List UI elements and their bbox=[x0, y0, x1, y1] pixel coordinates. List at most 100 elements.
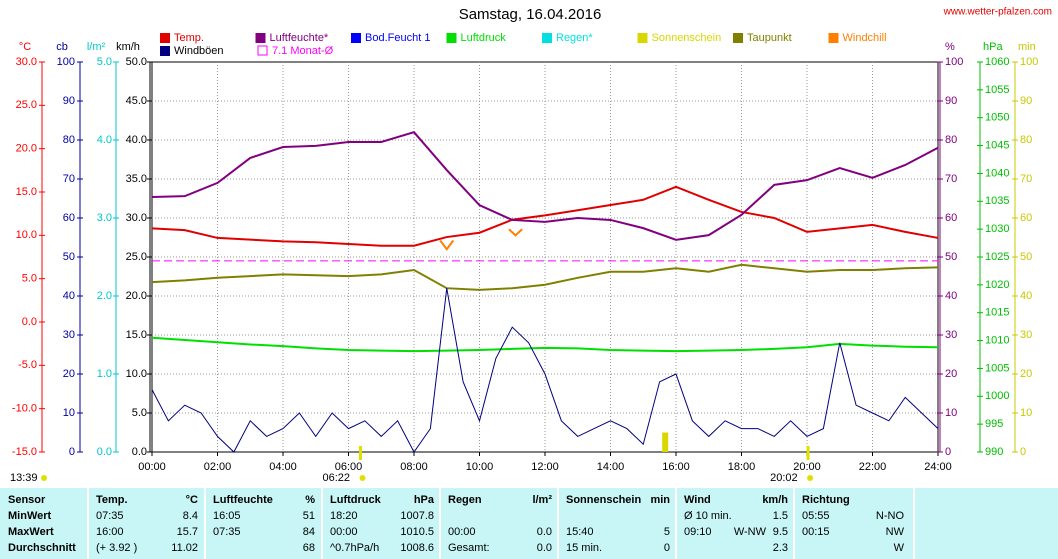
y-tick-label: 1055 bbox=[985, 84, 1009, 96]
chart-title: Samstag, 16.04.2016 bbox=[459, 6, 602, 23]
y-tick-label: -5.0 bbox=[18, 359, 37, 371]
y-tick-label: 1010 bbox=[985, 334, 1009, 346]
y-tick-label: 1.0 bbox=[97, 368, 112, 380]
table-cell: N-NO bbox=[876, 510, 905, 522]
sun-time: 06:22 bbox=[323, 472, 351, 484]
table-header: Luftdruck bbox=[330, 494, 382, 506]
y-tick-label: 20.0 bbox=[126, 290, 147, 302]
legend-label: Windchill bbox=[843, 32, 887, 44]
y-tick-label: 30 bbox=[1020, 329, 1032, 341]
table-cell: 05:55 bbox=[802, 510, 830, 522]
y-tick-label: 20.0 bbox=[16, 143, 37, 155]
table-unit: hPa bbox=[414, 494, 435, 506]
table-cell: 0.0 bbox=[537, 526, 552, 538]
row-label: MinWert bbox=[8, 510, 52, 522]
y-tick-label: 1030 bbox=[985, 223, 1009, 235]
table-cell: W-NW bbox=[734, 526, 767, 538]
y-tick-label: 50.0 bbox=[126, 56, 147, 68]
x-tick-label: 04:00 bbox=[269, 461, 297, 473]
y-tick-label: 60 bbox=[1020, 212, 1032, 224]
y-tick-label: -10.0 bbox=[12, 403, 37, 415]
y-tick-label: 50 bbox=[1020, 251, 1032, 263]
table-cell: 15 min. bbox=[566, 542, 602, 554]
y-tick-label: -15.0 bbox=[12, 446, 37, 458]
y-axis-title: km/h bbox=[116, 41, 140, 53]
y-tick-label: 15.0 bbox=[126, 329, 147, 341]
y-tick-label: 10 bbox=[63, 407, 75, 419]
legend-swatch bbox=[160, 33, 170, 43]
table-cell: 16:00 bbox=[96, 526, 124, 538]
legend-swatch bbox=[160, 46, 170, 56]
table-bg bbox=[0, 488, 1058, 559]
row-label: MaxWert bbox=[8, 526, 54, 538]
table-cell: 51 bbox=[303, 510, 315, 522]
x-tick-label: 22:00 bbox=[859, 461, 887, 473]
y-tick-label: 40 bbox=[945, 290, 957, 302]
y-tick-label: 50 bbox=[945, 251, 957, 263]
legend-label: Regen* bbox=[556, 32, 593, 44]
y-tick-label: 30.0 bbox=[126, 212, 147, 224]
y-tick-label: 100 bbox=[945, 56, 963, 68]
x-tick-label: 00:00 bbox=[138, 461, 166, 473]
table-cell: 15.7 bbox=[177, 526, 198, 538]
legend-swatch bbox=[637, 33, 648, 43]
legend-swatch bbox=[828, 33, 839, 43]
y-tick-label: 70 bbox=[63, 173, 75, 185]
y-tick-label: 1025 bbox=[985, 251, 1009, 263]
x-tick-label: 14:00 bbox=[597, 461, 625, 473]
table-cell: 0 bbox=[664, 542, 670, 554]
table-unit: % bbox=[305, 494, 315, 506]
y-tick-label: 10 bbox=[1020, 407, 1032, 419]
table-cell: Gesamt: bbox=[448, 542, 490, 554]
y-tick-label: 1000 bbox=[985, 390, 1009, 402]
y-tick-label: 15.0 bbox=[16, 186, 37, 198]
legend-swatch bbox=[446, 33, 457, 43]
y-tick-label: 60 bbox=[63, 212, 75, 224]
y-tick-label: 5.0 bbox=[132, 407, 147, 419]
table-header: Sonnenschein bbox=[566, 494, 641, 506]
sun-dot bbox=[359, 475, 366, 481]
y-tick-label: 1035 bbox=[985, 195, 1009, 207]
table-cell: NW bbox=[886, 526, 905, 538]
table-cell: 1010.5 bbox=[400, 526, 434, 538]
y-tick-label: 3.0 bbox=[97, 212, 112, 224]
y-tick-label: 1050 bbox=[985, 112, 1009, 124]
y-tick-label: 70 bbox=[945, 173, 957, 185]
table-cell: 68 bbox=[303, 542, 315, 554]
table-cell: W bbox=[894, 542, 905, 554]
table-header: Temp. bbox=[96, 494, 128, 506]
x-tick-label: 08:00 bbox=[400, 461, 428, 473]
y-tick-label: 1015 bbox=[985, 307, 1009, 319]
y-axis-title: % bbox=[945, 41, 955, 53]
x-tick-label: 24:00 bbox=[924, 461, 952, 473]
table-cell: 07:35 bbox=[96, 510, 124, 522]
legend-swatch bbox=[255, 33, 266, 43]
table-cell: (+ 3.92 ) bbox=[96, 542, 137, 554]
sun-time: 20:02 bbox=[770, 472, 798, 484]
series-line bbox=[151, 131, 939, 241]
table-cell: Ø 10 min. bbox=[684, 510, 732, 522]
table-header: Regen bbox=[448, 494, 482, 506]
y-axis-title: min bbox=[1018, 41, 1036, 53]
table-cell: 5 bbox=[664, 526, 670, 538]
y-tick-label: 5.0 bbox=[22, 273, 37, 285]
y-tick-label: 1020 bbox=[985, 279, 1009, 291]
legend-label: Bod.Feucht 1 bbox=[365, 32, 430, 44]
y-tick-label: 1005 bbox=[985, 362, 1009, 374]
table-cell: 1008.6 bbox=[400, 542, 434, 554]
table-header: Luftfeuchte bbox=[213, 494, 273, 506]
table-cell: 00:15 bbox=[802, 526, 830, 538]
y-tick-label: 90 bbox=[1020, 95, 1032, 107]
table-cell: 1007.8 bbox=[400, 510, 434, 522]
y-axis-title: cb bbox=[56, 41, 68, 53]
y-tick-label: 2.0 bbox=[97, 290, 112, 302]
table-cell: 0.0 bbox=[537, 542, 552, 554]
table-unit: °C bbox=[186, 494, 198, 506]
y-tick-label: 100 bbox=[57, 56, 75, 68]
y-tick-label: 80 bbox=[1020, 134, 1032, 146]
y-tick-label: 30 bbox=[63, 329, 75, 341]
table-cell: 2.3 bbox=[773, 542, 788, 554]
y-tick-label: 30.0 bbox=[16, 56, 37, 68]
legend-label: Sonnenschein bbox=[652, 32, 722, 44]
table-cell: 18:20 bbox=[330, 510, 358, 522]
